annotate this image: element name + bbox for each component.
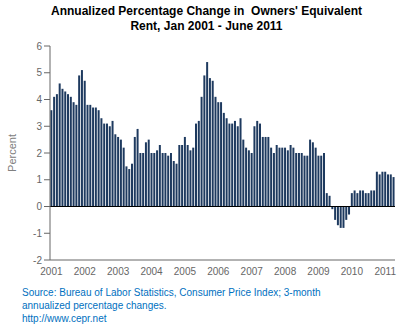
svg-text:Percent: Percent xyxy=(8,134,18,172)
svg-text:2010: 2010 xyxy=(341,266,364,277)
html-text:Annualized Percentage Change i: Annualized Percentage Change in Owners' … xyxy=(51,4,362,33)
svg-text:2: 2 xyxy=(36,148,42,159)
svg-text:2005: 2005 xyxy=(174,266,197,277)
svg-text:2009: 2009 xyxy=(307,266,330,277)
svg-text:-2: -2 xyxy=(33,255,42,266)
svg-text:6: 6 xyxy=(36,41,42,52)
svg-text:2007: 2007 xyxy=(241,266,264,277)
svg-text:0: 0 xyxy=(36,201,42,212)
svg-text:5: 5 xyxy=(36,67,42,78)
svg-text:2003: 2003 xyxy=(107,266,130,277)
svg-text:-1: -1 xyxy=(33,228,42,239)
svg-text:2001: 2001 xyxy=(40,266,63,277)
svg-text:2011: 2011 xyxy=(375,266,397,277)
html-text:Source: Bureau of Labor Statis: Source: Bureau of Labor Statistics, Cons… xyxy=(22,287,321,324)
svg-text:2006: 2006 xyxy=(207,266,230,277)
svg-text:3: 3 xyxy=(36,121,42,132)
svg-text:2004: 2004 xyxy=(140,266,163,277)
svg-text:4: 4 xyxy=(36,94,42,105)
svg-text:1: 1 xyxy=(36,174,42,185)
svg-text:2008: 2008 xyxy=(274,266,297,277)
svg-text:2002: 2002 xyxy=(74,266,97,277)
